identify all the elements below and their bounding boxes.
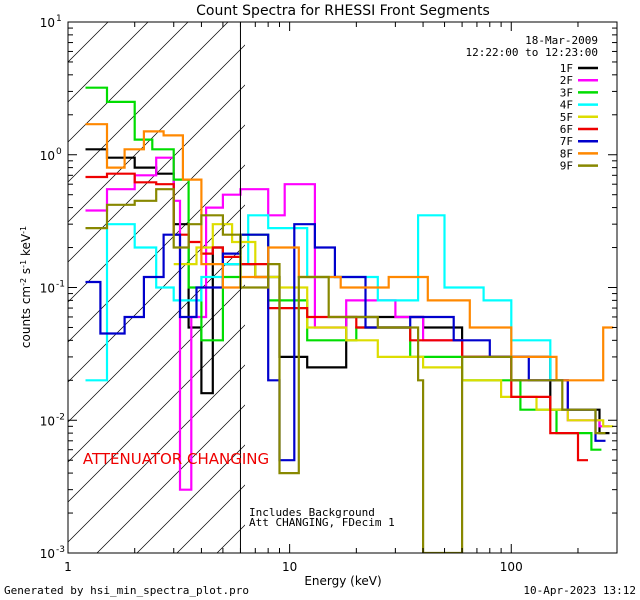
footer-timestamp: 10-Apr-2023 13:12: [523, 584, 636, 597]
x-tick-label: 100: [500, 560, 523, 574]
y-tick-exponent: -2: [56, 412, 65, 422]
y-tick-label: 10: [40, 282, 55, 296]
y-tick-exponent: 0: [56, 147, 62, 157]
x-tick-label: 10: [282, 560, 297, 574]
attenuator-hatch: [68, 22, 245, 553]
series-line-9f: [85, 188, 606, 553]
legend-label-1f: 1F: [560, 62, 573, 75]
note-attenuator: Att CHANGING, FDecim 1: [249, 516, 395, 529]
legend-label-5f: 5F: [560, 111, 573, 124]
legend-label-8f: 8F: [560, 147, 573, 160]
series-line-4f: [85, 214, 561, 382]
y-tick-exponent: 1: [56, 14, 62, 24]
y-tick-exponent: -3: [56, 545, 65, 555]
hatch-line: [136, 444, 245, 553]
legend-label-2f: 2F: [560, 74, 573, 87]
hatch-line: [68, 164, 245, 343]
hatch-line: [68, 44, 245, 223]
time-range-label: 12:22:00 to 12:23:00: [466, 46, 598, 59]
footer-generated-by: Generated by hsi_min_spectra_plot.pro: [4, 584, 249, 597]
legend-label-3f: 3F: [560, 86, 573, 99]
series-line-1f: [85, 148, 610, 435]
x-axis: 1 10 100: [64, 22, 618, 574]
chart-title: Count Spectra for RHESSI Front Segments: [196, 3, 490, 19]
x-axis-label: Energy (keV): [304, 574, 381, 588]
date-label: 18-Mar-2009: [525, 34, 598, 47]
y-tick-label: 10: [40, 414, 55, 428]
x-tick-label: 1: [64, 560, 72, 574]
y-tick-label: 10: [40, 149, 55, 163]
hatch-line: [68, 124, 245, 303]
legend-label-9f: 9F: [560, 160, 573, 173]
hatch-line: [68, 84, 245, 263]
hatch-line: [68, 324, 245, 503]
attenuator-changing-label: ATTENUATOR CHANGING: [83, 450, 269, 468]
legend-label-7f: 7F: [560, 135, 573, 148]
hatch-line: [68, 22, 229, 183]
note-background: Includes Background: [249, 506, 375, 519]
series-line-5f: [173, 223, 614, 428]
y-tick-label: 10: [40, 547, 55, 561]
hatch-line: [68, 22, 189, 143]
hatch-line: [68, 364, 245, 543]
y-tick-exponent: -1: [56, 280, 65, 290]
series-line-2f: [85, 156, 610, 491]
hatch-line: [96, 404, 245, 553]
series-line-8f: [85, 123, 614, 382]
y-tick-label: 10: [40, 16, 55, 30]
legend-label-4f: 4F: [560, 99, 573, 112]
legend-label-6f: 6F: [560, 123, 573, 136]
series-layer: [85, 86, 614, 553]
y-axis-label: counts cm-2 s-1 keV-1: [19, 226, 34, 348]
